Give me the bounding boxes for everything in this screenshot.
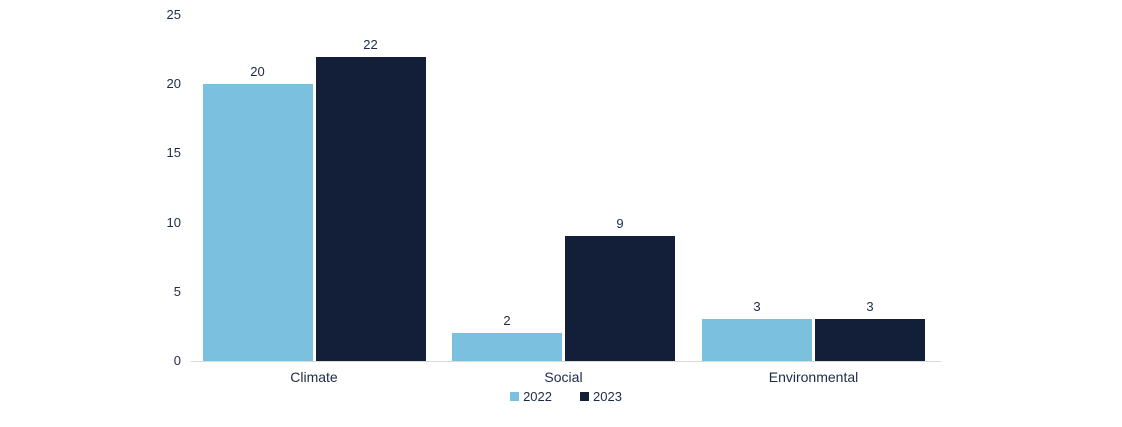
value-label-2023-environmental: 3 — [866, 299, 874, 315]
bar-2023-environmental — [815, 319, 925, 361]
legend-label: 2022 — [523, 389, 552, 404]
y-tick-label: 15 — [166, 145, 181, 161]
y-tick-label: 20 — [166, 76, 181, 92]
value-label-2023-climate: 22 — [363, 36, 378, 52]
y-tick-label: 25 — [166, 7, 181, 22]
y-tick-label: 5 — [173, 283, 181, 299]
y-tick-label: 0 — [173, 353, 181, 368]
legend-swatch-icon — [510, 392, 520, 401]
bar-2023-social — [565, 236, 675, 361]
x-axis-label-environmental: Environmental — [768, 369, 859, 385]
x-axis-line — [191, 361, 941, 362]
bar-2022-climate — [202, 84, 313, 361]
legend-label: 2023 — [593, 389, 622, 404]
legend-item-2022: 2022 — [510, 389, 552, 404]
x-axis-label-social: Social — [544, 369, 583, 385]
bar-2022-environmental — [702, 319, 812, 361]
legend: 2022 2023 — [191, 389, 941, 404]
bar-2022-social — [452, 333, 562, 361]
y-tick-label: 10 — [166, 214, 181, 230]
bar-2023-climate — [315, 56, 426, 361]
legend-item-2023: 2023 — [580, 389, 622, 404]
legend-swatch-icon — [580, 392, 589, 401]
value-label-2023-social: 9 — [616, 216, 624, 232]
x-axis-label-climate: Climate — [290, 369, 338, 385]
value-label-2022-environmental: 3 — [753, 299, 761, 315]
value-label-2022-social: 2 — [503, 313, 511, 329]
value-label-2022-climate: 20 — [250, 64, 265, 80]
plot-area: 20 22 2 9 3 3 — [191, 0, 941, 362]
